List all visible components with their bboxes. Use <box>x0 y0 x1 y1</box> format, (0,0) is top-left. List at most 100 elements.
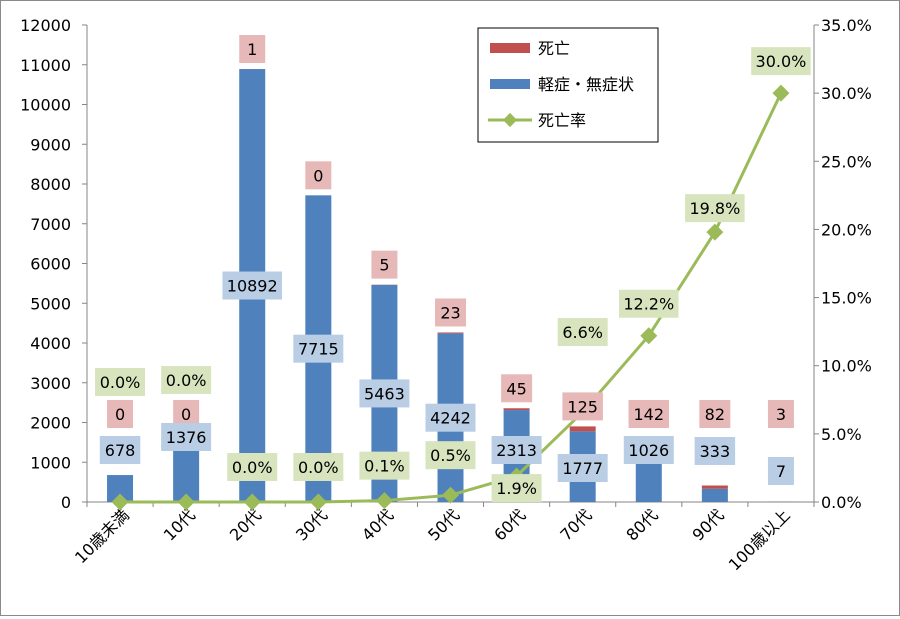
death-label: 1 <box>239 35 265 63</box>
death-label: 3 <box>768 400 794 428</box>
y-left-tick-label: 4000 <box>30 334 71 353</box>
x-tick-label: 90代 <box>689 505 728 544</box>
x-tick-label: 10歳未満 <box>71 505 133 567</box>
bar-mild <box>636 461 662 502</box>
death-label: 0 <box>107 400 133 428</box>
death-label-text: 5 <box>379 256 389 275</box>
legend-label: 死亡率 <box>538 111 586 130</box>
y-right-tick-label: 25.0% <box>821 152 872 171</box>
death-label: 23 <box>435 298 466 326</box>
mild-label: 4242 <box>426 404 476 432</box>
mild-label-text: 678 <box>105 441 136 460</box>
rate-label-text: 30.0% <box>756 52 807 71</box>
mild-label-text: 2313 <box>496 441 537 460</box>
death-label: 5 <box>371 251 397 279</box>
bar-death <box>438 332 464 333</box>
y-left-tick-label: 9000 <box>30 135 71 154</box>
rate-label: 12.2% <box>619 290 679 318</box>
y-left-tick-label: 7000 <box>30 215 71 234</box>
x-tick-label: 80代 <box>622 505 661 544</box>
death-label-text: 0 <box>181 405 191 424</box>
death-label: 45 <box>501 374 532 402</box>
rate-label: 0.0% <box>293 453 343 481</box>
y-left-tick-label: 0 <box>61 493 71 512</box>
rate-point <box>706 224 723 241</box>
mild-label: 678 <box>100 436 141 464</box>
legend-label: 死亡 <box>538 39 570 58</box>
y-left-tick-label: 11000 <box>20 56 71 75</box>
rate-point <box>772 85 789 102</box>
y-right-tick-label: 20.0% <box>821 220 872 239</box>
y-left-tick-label: 1000 <box>30 453 71 472</box>
x-tick-label: 70代 <box>556 505 595 544</box>
rate-label-text: 19.8% <box>689 199 740 218</box>
x-tick-label: 20代 <box>226 505 265 544</box>
mild-label-text: 1376 <box>166 428 207 447</box>
death-label: 125 <box>562 392 603 420</box>
x-tick-label: 100歳以上 <box>725 505 794 574</box>
rate-label-text: 12.2% <box>623 295 674 314</box>
mild-label: 7 <box>768 457 794 485</box>
death-label-text: 82 <box>705 405 725 424</box>
mild-label-text: 1026 <box>628 441 669 460</box>
death-label-text: 23 <box>440 303 460 322</box>
rate-label: 1.9% <box>492 474 542 502</box>
death-label-text: 45 <box>506 379 526 398</box>
y-left-tick-label: 8000 <box>30 175 71 194</box>
mild-label-text: 7 <box>776 462 786 481</box>
death-label-text: 0 <box>115 405 125 424</box>
death-label: 82 <box>699 400 730 428</box>
x-tick-label: 60代 <box>490 505 529 544</box>
mild-label: 10892 <box>222 272 282 300</box>
y-right-tick-label: 0.0% <box>821 493 862 512</box>
mild-label-text: 5463 <box>364 384 405 403</box>
rate-label-text: 0.0% <box>232 458 273 477</box>
y-left-tick-label: 12000 <box>20 16 71 35</box>
mild-label: 1777 <box>558 454 608 482</box>
bar-death <box>702 486 728 489</box>
y-right-tick-label: 35.0% <box>821 16 872 35</box>
mild-label: 333 <box>695 437 736 465</box>
mild-label: 1376 <box>161 423 211 451</box>
y-left-tick-label: 10000 <box>20 96 71 115</box>
mild-label: 7715 <box>293 335 343 363</box>
rate-label-text: 0.0% <box>100 373 141 392</box>
bar-mild <box>702 489 728 502</box>
y-right-tick-label: 30.0% <box>821 84 872 103</box>
y-left-tick-label: 5000 <box>30 294 71 313</box>
rate-label: 6.6% <box>558 318 608 346</box>
rate-label: 0.0% <box>161 366 211 394</box>
x-tick-label: 40代 <box>358 505 397 544</box>
y-right-tick-label: 15.0% <box>821 289 872 308</box>
mild-label-text: 333 <box>700 442 731 461</box>
y-right-tick-label: 10.0% <box>821 357 872 376</box>
rate-label: 0.1% <box>359 452 409 480</box>
rate-label-text: 0.0% <box>298 458 339 477</box>
legend-swatch <box>490 43 530 53</box>
rate-label: 0.0% <box>95 368 145 396</box>
mild-label-text: 7715 <box>298 340 339 359</box>
death-label-text: 3 <box>776 405 786 424</box>
rate-label: 0.5% <box>426 441 476 469</box>
bar-death <box>504 408 530 410</box>
death-label-text: 125 <box>567 397 598 416</box>
x-tick-label: 50代 <box>424 505 463 544</box>
death-label-text: 0 <box>313 166 323 185</box>
legend-label: 軽症・無症状 <box>538 75 634 94</box>
rate-label-text: 0.1% <box>364 457 405 476</box>
death-label: 142 <box>629 400 670 428</box>
mild-label-text: 10892 <box>227 277 278 296</box>
y-right-tick-label: 5.0% <box>821 425 862 444</box>
mild-label: 1026 <box>624 436 674 464</box>
legend-swatch <box>490 79 530 89</box>
y-left-tick-label: 3000 <box>30 374 71 393</box>
y-left-tick-label: 6000 <box>30 255 71 274</box>
rate-label: 0.0% <box>227 453 277 481</box>
x-tick-label: 10代 <box>160 505 199 544</box>
rate-label: 19.8% <box>685 194 745 222</box>
mild-label: 5463 <box>359 379 409 407</box>
rate-label-text: 0.0% <box>166 371 207 390</box>
rate-label: 30.0% <box>751 47 811 75</box>
mild-label-text: 1777 <box>562 459 603 478</box>
